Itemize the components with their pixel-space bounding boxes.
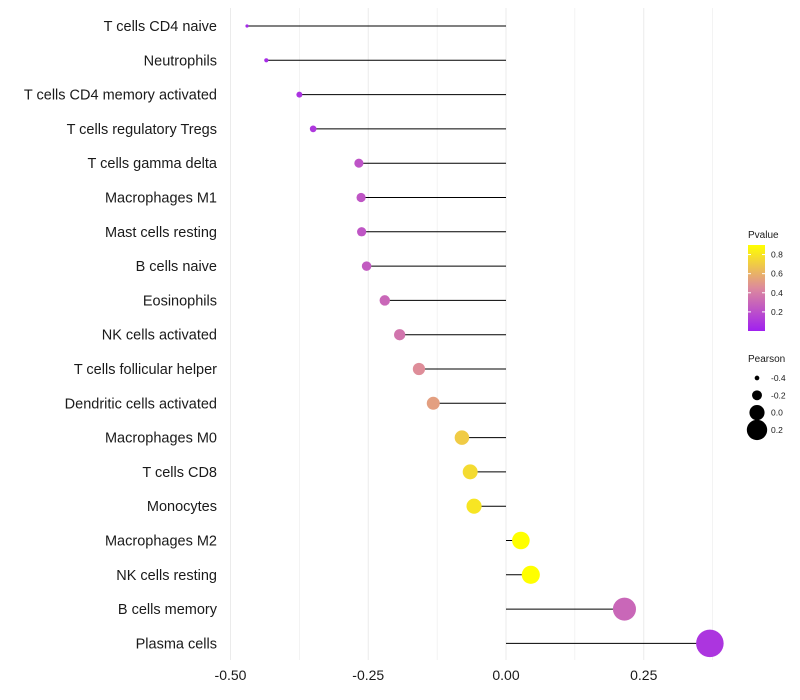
- lollipop-point: [454, 430, 470, 445]
- x-axis-ticks: -0.50 -0.25 0.00 0.25: [215, 667, 658, 683]
- lollipop-point: [356, 192, 366, 203]
- category-label: T cells CD4 memory activated: [24, 88, 217, 104]
- lollipop-point: [426, 396, 440, 410]
- category-label: T cells CD8: [142, 465, 217, 481]
- x-tick-label: 0.25: [630, 667, 657, 683]
- pvalue-legend-label: 0.8: [771, 250, 783, 260]
- pearson-legend: Pearson -0.4 -0.2 0.0 0.2: [746, 354, 786, 441]
- category-label: NK cells resting: [116, 568, 217, 584]
- pearson-legend-title: Pearson: [748, 354, 785, 365]
- lollipop-point: [354, 158, 364, 168]
- category-label: Macrophages M1: [105, 191, 217, 207]
- lollipop-point: [357, 227, 367, 237]
- category-label: Macrophages M2: [105, 534, 217, 550]
- x-tick-label: -0.25: [352, 667, 384, 683]
- category-labels: T cells CD4 naive Neutrophils T cells CD4 …: [24, 19, 218, 652]
- category-label: T cells follicular helper: [74, 362, 217, 378]
- category-label: T cells regulatory Tregs: [67, 122, 217, 138]
- pvalue-legend: Pvalue 0.2 0.4 0.6 0.8: [748, 230, 783, 331]
- category-label: Mast cells resting: [105, 225, 217, 241]
- pearson-legend-key: [746, 419, 768, 441]
- lollipop-point: [466, 498, 482, 514]
- lollipop-point: [512, 531, 530, 550]
- pvalue-legend-label: 0.2: [771, 307, 783, 317]
- pearson-legend-label: 0.2: [771, 425, 783, 435]
- lollipop-point: [394, 329, 406, 341]
- lollipop-point: [462, 464, 478, 480]
- lollipop-point: [612, 597, 636, 621]
- lollipop-point: [296, 91, 303, 98]
- category-label: Dendritic cells activated: [65, 396, 217, 412]
- lollipop-segments: [247, 25, 710, 644]
- category-label: T cells gamma delta: [88, 156, 218, 172]
- pvalue-legend-label: 0.4: [771, 288, 783, 298]
- pvalue-legend-title: Pvalue: [748, 230, 779, 241]
- lollipop-point: [309, 125, 317, 133]
- category-label: B cells memory: [118, 602, 218, 618]
- category-label: Eosinophils: [143, 293, 217, 309]
- pvalue-colorbar: [748, 245, 765, 331]
- pearson-legend-key: [749, 405, 765, 421]
- pearson-legend-key: [752, 390, 762, 401]
- category-label: Plasma cells: [136, 636, 217, 652]
- pearson-legend-label: -0.4: [771, 373, 786, 383]
- pearson-legend-key: [754, 375, 760, 381]
- category-label: Macrophages M0: [105, 431, 217, 447]
- pearson-legend-label: -0.2: [771, 390, 786, 400]
- lollipop-points: [245, 24, 724, 658]
- pearson-legend-label: 0.0: [771, 408, 783, 418]
- lollipop-point: [264, 58, 269, 63]
- grid-lines: [230, 8, 713, 660]
- category-label: Monocytes: [147, 499, 217, 515]
- lollipop-point: [696, 629, 724, 658]
- lollipop-point: [412, 362, 426, 376]
- lollipop-point: [361, 261, 372, 271]
- category-label: Neutrophils: [144, 53, 217, 69]
- x-tick-label: 0.00: [492, 667, 519, 683]
- pvalue-legend-label: 0.6: [771, 269, 783, 279]
- lollipop-point: [245, 24, 249, 28]
- category-label: NK cells activated: [102, 328, 217, 344]
- category-label: B cells naive: [136, 259, 217, 275]
- x-tick-label: -0.50: [215, 667, 247, 683]
- lollipop-point: [521, 565, 540, 584]
- category-label: T cells CD4 naive: [104, 19, 217, 35]
- lollipop-point: [379, 295, 391, 306]
